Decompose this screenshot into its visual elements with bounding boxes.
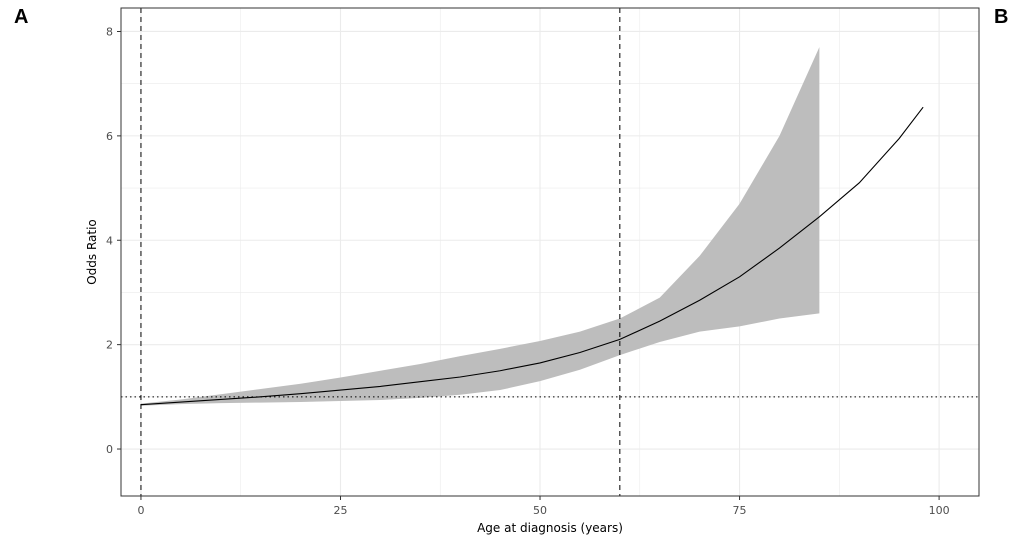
axis-ticks: 0 25 50 75 100 0 2 4 6 8 — [106, 25, 950, 517]
x-tick-label: 100 — [929, 504, 950, 517]
series-line-layer — [140, 106, 924, 406]
panel-label-b: B — [994, 6, 1009, 28]
x-tick-label: 25 — [333, 504, 347, 517]
y-tick-label: 6 — [106, 130, 113, 143]
y-tick-label: 2 — [106, 339, 113, 352]
x-tick-label: 50 — [533, 504, 547, 517]
reference-lines-layer — [121, 8, 979, 496]
x-axis-title: Age at diagnosis (years) — [477, 521, 623, 535]
odds-ratio-line — [140, 106, 924, 406]
grid-lines — [121, 8, 979, 496]
x-tick-label: 0 — [137, 504, 144, 517]
confidence-band — [140, 47, 820, 406]
y-tick-label: 8 — [106, 25, 113, 38]
panel-label-a: A — [14, 6, 29, 28]
y-tick-label: 0 — [106, 443, 113, 456]
panel-border — [120, 7, 980, 497]
y-axis-title: Odds Ratio — [85, 219, 99, 285]
confidence-band-layer — [140, 47, 820, 406]
y-tick-label: 4 — [106, 234, 113, 247]
x-tick-label: 75 — [733, 504, 747, 517]
